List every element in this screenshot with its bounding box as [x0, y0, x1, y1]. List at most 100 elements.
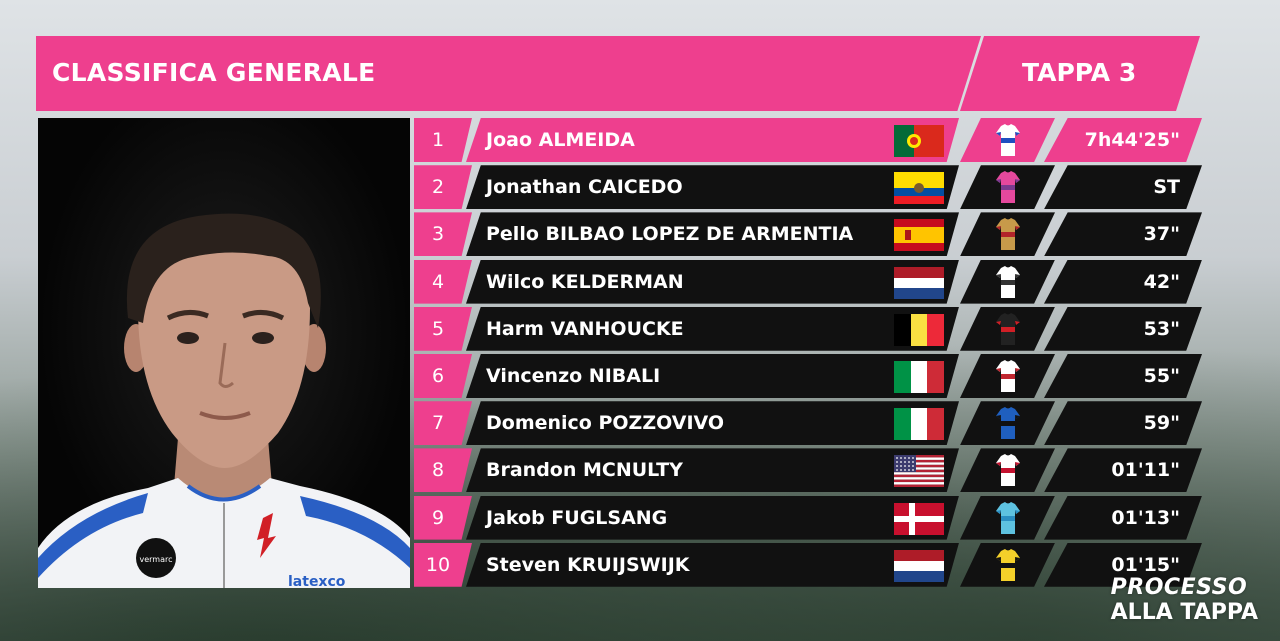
rank: 5 — [431, 317, 445, 340]
rider-name: Jakob FUGLSANG — [486, 506, 668, 529]
jersey-cell — [960, 259, 1055, 304]
netherlands-flag-icon — [894, 549, 944, 582]
rank: 6 — [431, 365, 445, 387]
rider-cell: Wilco KELDERMAN SUN — [466, 259, 959, 304]
stage-label: TAPPA 3 — [1022, 58, 1137, 87]
team-jersey-icon — [996, 265, 1020, 302]
rider-cell: Vincenzo NIBALI TFS — [466, 354, 959, 398]
gap-time: 37" — [1143, 223, 1180, 246]
rider-name: Domenico POZZOVIVO — [486, 412, 725, 435]
rider-cell: Joao ALMEIDA DQT — [466, 118, 959, 162]
rider-cell: Steven KRUIJSWIJK TJV — [466, 542, 959, 587]
rank-cell: 5 — [414, 306, 472, 351]
rank: 10 — [425, 553, 451, 576]
team-jersey-icon — [996, 548, 1020, 585]
team-jersey-icon — [996, 360, 1020, 396]
rank: 1 — [431, 129, 445, 151]
team-jersey-icon — [996, 124, 1020, 160]
standings-row: 10 Steven KRUIJSWIJK TJV 01'15" — [414, 542, 1214, 587]
standings-row: 5 Harm VANHOUCKE LTS 53" — [414, 306, 1214, 351]
rider-name: Brandon MCNULTY — [486, 459, 683, 482]
rank-cell: 3 — [414, 212, 472, 257]
standings-row: 3 Pello BILBAO LOPEZ DE ARMENTIA TBM 37" — [414, 212, 1214, 257]
usa-flag-icon — [894, 455, 944, 488]
rider-name: Steven KRUIJSWIJK — [486, 553, 690, 576]
standings-row: 6 Vincenzo NIBALI TFS 55" — [414, 354, 1214, 398]
time-cell: 7h44'25" — [1044, 118, 1202, 162]
rider-cell: Pello BILBAO LOPEZ DE ARMENTIA TBM — [466, 212, 959, 257]
jersey-cell — [960, 212, 1055, 257]
time-cell: 37" — [1044, 212, 1202, 257]
rider-name: Harm VANHOUCKE — [486, 317, 684, 340]
denmark-flag-icon — [894, 502, 944, 535]
logo-line-1: PROCESSO — [1110, 575, 1248, 600]
leader-photo: vermarc latexco — [38, 118, 410, 588]
jersey-cell — [960, 354, 1055, 398]
standings-row: 4 Wilco KELDERMAN SUN 42" — [414, 259, 1214, 304]
rider-cell: Jakob FUGLSANG AST — [466, 495, 959, 540]
sponsor-logo-text: latexco — [288, 574, 346, 588]
time-cell: 01'13" — [1044, 495, 1202, 540]
standings-row: 2 Jonathan CAICEDO EF1 ST — [414, 165, 1214, 210]
rank-cell: 6 — [414, 354, 472, 398]
standings-row: 1 Joao ALMEIDA DQT 7h44'25" — [414, 118, 1214, 162]
team-jersey-icon — [996, 454, 1020, 490]
time-cell: ST — [1044, 165, 1202, 210]
team-jersey-icon — [996, 218, 1020, 254]
italy-flag-icon — [894, 408, 944, 441]
jersey-cell — [960, 542, 1055, 587]
gap-time: 42" — [1143, 270, 1180, 293]
rank-cell: 8 — [414, 448, 472, 493]
rider-name: Pello BILBAO LOPEZ DE ARMENTIA — [486, 223, 854, 246]
gap-time: 01'13" — [1111, 506, 1180, 529]
time-cell: 59" — [1044, 401, 1202, 446]
stage-header: TAPPA 3 — [960, 36, 1200, 111]
rider-cell: Domenico POZZOVIVO NTT — [466, 401, 959, 446]
rider-cell: Jonathan CAICEDO EF1 — [466, 165, 959, 210]
standings-row: 9 Jakob FUGLSANG AST 01'13" — [414, 495, 1214, 540]
team-jersey-icon — [996, 501, 1020, 538]
jersey-cell — [960, 495, 1055, 540]
italy-flag-icon — [894, 361, 944, 393]
rank-cell: 4 — [414, 259, 472, 304]
rank-cell: 7 — [414, 401, 472, 446]
standings-row: 8 Brandon MCNULTY UAD 01'11" — [414, 448, 1214, 493]
gap-time: 01'11" — [1111, 459, 1180, 482]
time-cell: 42" — [1044, 259, 1202, 304]
rank: 2 — [431, 176, 445, 199]
gap-time: 55" — [1143, 365, 1180, 387]
gap-time: 7h44'25" — [1084, 129, 1180, 151]
rank-cell: 1 — [414, 118, 472, 162]
gap-time: 59" — [1143, 412, 1180, 435]
standings-row: 7 Domenico POZZOVIVO NTT 59" — [414, 401, 1214, 446]
rank-cell: 2 — [414, 165, 472, 210]
gap-time: 53" — [1143, 317, 1180, 340]
jersey-cell — [960, 448, 1055, 493]
rank-cell: 9 — [414, 495, 472, 540]
belgium-flag-icon — [894, 313, 944, 346]
team-jersey-icon — [996, 407, 1020, 443]
jersey-cell — [960, 165, 1055, 210]
rank: 4 — [431, 270, 445, 293]
rank: 3 — [431, 223, 445, 246]
vermarc-logo-text: vermarc — [139, 555, 172, 564]
rider-name: Jonathan CAICEDO — [486, 176, 683, 199]
team-jersey-icon — [996, 171, 1020, 207]
rank: 9 — [431, 506, 445, 529]
rider-cell: Brandon MCNULTY UAD — [466, 448, 959, 493]
team-jersey-icon — [996, 312, 1020, 349]
classification-title: CLASSIFICA GENERALE — [52, 58, 376, 87]
jersey-cell — [960, 306, 1055, 351]
rider-name: Vincenzo NIBALI — [486, 365, 661, 387]
netherlands-flag-icon — [894, 266, 944, 299]
gap-time: 01'15" — [1111, 553, 1180, 576]
classification-header: CLASSIFICA GENERALE — [36, 36, 981, 111]
rider-name: Joao ALMEIDA — [486, 129, 635, 151]
processo-alla-tappa-logo: PROCESSO ALLA TAPPA — [1111, 575, 1258, 625]
jersey-cell — [960, 401, 1055, 446]
rank-cell: 10 — [414, 542, 472, 587]
rank: 7 — [431, 412, 445, 435]
ecuador-flag-icon — [894, 172, 944, 205]
rank: 8 — [431, 459, 445, 482]
rider-name: Wilco KELDERMAN — [486, 270, 684, 293]
